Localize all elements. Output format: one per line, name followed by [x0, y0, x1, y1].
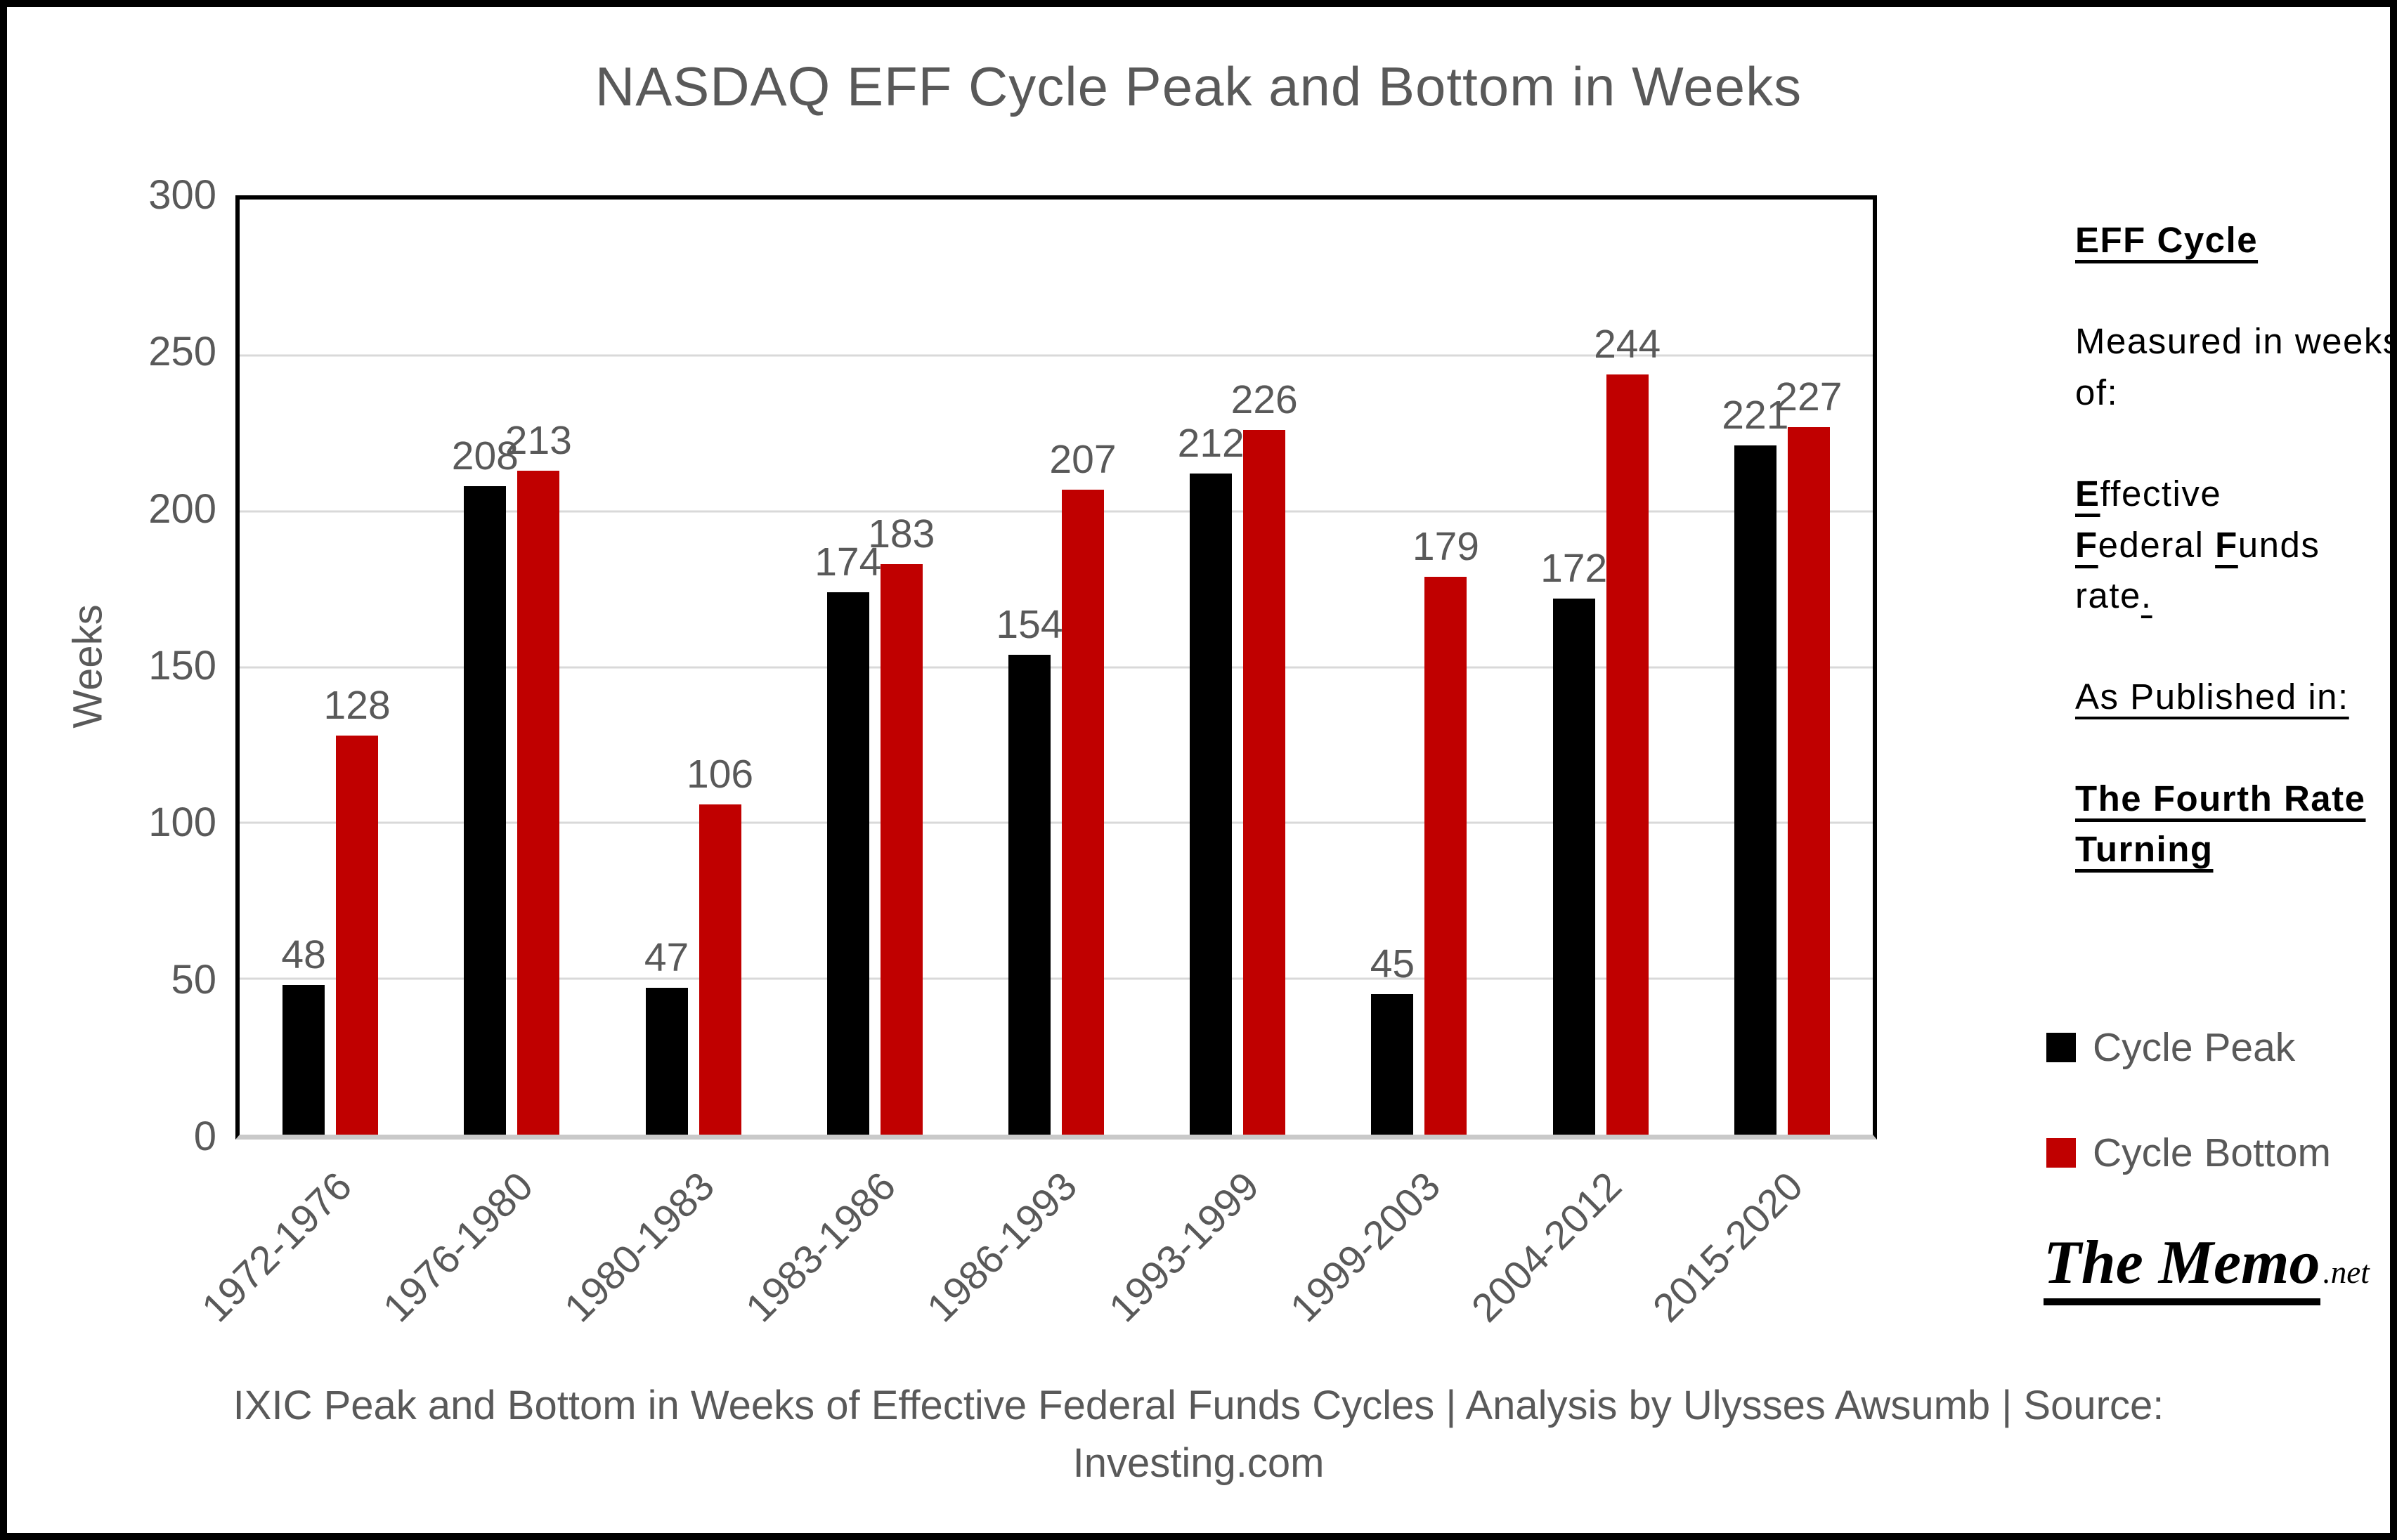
x-axis-category-label: 1986-1993	[918, 1163, 1086, 1331]
the-memo-logo-suffix: .net	[2323, 1255, 2370, 1290]
bar-cycle-bottom: 213	[505, 421, 572, 1135]
bar-value-label: 244	[1594, 321, 1661, 367]
x-axis-category-label: 1983-1986	[737, 1163, 905, 1331]
bar-value-label: 226	[1230, 377, 1298, 423]
x-axis-category-label: 2015-2020	[1644, 1163, 1812, 1331]
bar-cycle-bottom: 179	[1412, 526, 1479, 1135]
y-tick-label: 0	[193, 1114, 216, 1159]
x-axis-category-label: 1980-1983	[555, 1163, 723, 1331]
sidebar-notes: EFF Cycle Measured in weeks of: Effectiv…	[2075, 215, 2397, 926]
x-axis-category-label: 1999-2003	[1281, 1163, 1449, 1331]
category-slot: 221 227 2015-2020	[1644, 200, 1873, 1331]
bar-value-label: 172	[1540, 545, 1608, 591]
chart-title: NASDAQ EFF Cycle Peak and Bottom in Week…	[595, 56, 1802, 117]
bar-value-label: 221	[1722, 393, 1789, 438]
bar-value-label: 154	[996, 601, 1063, 647]
cycle-bottom-swatch-icon	[2046, 1138, 2076, 1168]
sidebar-heading: EFF Cycle	[2075, 220, 2259, 260]
bar-cycle-peak: 221	[1722, 396, 1788, 1135]
sidebar-as-published: As Published in:	[2075, 677, 2349, 717]
category-slot: 45 179 1999-2003	[1282, 200, 1509, 1331]
bar-cycle-peak: 154	[996, 604, 1063, 1135]
y-tick-label: 300	[148, 172, 216, 218]
sidebar-effective-federal-funds: Effective Federal Funds rate.	[2075, 474, 2320, 616]
cycle-peak-swatch-icon	[2046, 1033, 2076, 1062]
bar-value-label: 207	[1049, 436, 1117, 482]
bar-value-label: 128	[323, 683, 391, 729]
category-slot: 47 106 1980-1983	[556, 200, 784, 1331]
bar-value-label: 48	[281, 932, 326, 978]
gridline	[240, 354, 1873, 357]
bar-cycle-bottom: 106	[687, 754, 753, 1135]
category-slot: 212 226 1993-1999	[1100, 200, 1328, 1331]
bar-value-label: 183	[868, 511, 935, 557]
bar-value-label: 47	[644, 935, 689, 981]
bar-value-label: 45	[1370, 941, 1415, 987]
x-axis-category-label: 1976-1980	[374, 1163, 542, 1331]
y-tick-label: 250	[148, 329, 216, 375]
plot-area: 48 128 1972-1976 208 213 1976-1980 47 106 1980-1…	[193, 195, 1877, 1331]
caption-line-2: Investing.com	[1072, 1440, 1325, 1487]
sidebar-book-title: The Fourth Rate Turning	[2075, 778, 2366, 870]
y-axis-tick-labels: 300 250 200 150 100 50 0	[7, 175, 216, 1157]
x-axis-category-label: 1993-1999	[1100, 1163, 1268, 1331]
bar-value-label: 179	[1412, 523, 1479, 569]
chart-caption: IXIC Peak and Bottom in Weeks of Effecti…	[7, 1377, 2390, 1493]
category-slot: 208 213 1976-1980	[375, 200, 602, 1331]
the-memo-logo: The Memo.net	[2044, 1230, 2370, 1306]
bar-value-label: 106	[686, 751, 754, 797]
legend: Cycle Peak Cycle Bottom	[2046, 1024, 2331, 1235]
gridline	[240, 510, 1873, 513]
bar-cycle-peak: 172	[1540, 548, 1607, 1135]
bar-value-label: 208	[451, 433, 519, 479]
gridline	[240, 977, 1873, 980]
bar-cycle-bottom: 226	[1231, 380, 1298, 1135]
legend-label: Cycle Peak	[2093, 1025, 2296, 1070]
category-slot: 172 244 2004-2012	[1463, 200, 1691, 1331]
bar-cycle-bottom: 244	[1594, 324, 1661, 1135]
bar-value-label: 227	[1775, 374, 1843, 419]
legend-item-cycle-peak: Cycle Peak	[2046, 1024, 2331, 1071]
category-slot: 174 183 1983-1986	[737, 200, 966, 1331]
x-axis-category-label: 1972-1976	[193, 1163, 360, 1331]
bar-slots: 48 128 1972-1976 208 213 1976-1980 47 106 1980-1…	[193, 200, 1873, 1331]
legend-label: Cycle Bottom	[2093, 1130, 2331, 1175]
bar-cycle-bottom: 183	[868, 514, 935, 1135]
category-slot: 154 207 1986-1993	[918, 200, 1147, 1331]
y-tick-label: 50	[171, 956, 216, 1003]
bar-value-label: 212	[1177, 421, 1245, 466]
bar-cycle-peak: 48	[281, 935, 326, 1135]
sidebar-measured-text: Measured in weeks of:	[2075, 321, 2397, 412]
category-slot: 48 128 1972-1976	[193, 200, 421, 1331]
y-tick-label: 150	[148, 643, 216, 689]
bar-cycle-bottom: 128	[324, 686, 391, 1135]
y-tick-label: 100	[148, 800, 216, 846]
bar-cycle-peak: 208	[452, 436, 519, 1135]
bar-cycle-peak: 47	[644, 938, 689, 1135]
legend-item-cycle-bottom: Cycle Bottom	[2046, 1130, 2331, 1176]
y-tick-label: 200	[148, 485, 216, 532]
bar-cycle-peak: 212	[1178, 424, 1245, 1135]
bar-value-label: 174	[814, 540, 882, 585]
the-memo-logo-text: The Memo	[2044, 1230, 2320, 1306]
bar-cycle-bottom: 207	[1049, 439, 1117, 1135]
bar-cycle-bottom: 227	[1775, 377, 1842, 1135]
bar-cycle-peak: 174	[814, 542, 881, 1135]
caption-line-1: IXIC Peak and Bottom in Weeks of Effecti…	[233, 1383, 2164, 1428]
bar-cycle-peak: 45	[1370, 944, 1415, 1135]
gridline	[240, 821, 1873, 824]
gridline	[240, 666, 1873, 668]
x-axis-category-label: 2004-2012	[1463, 1163, 1631, 1331]
bar-value-label: 213	[505, 418, 572, 463]
